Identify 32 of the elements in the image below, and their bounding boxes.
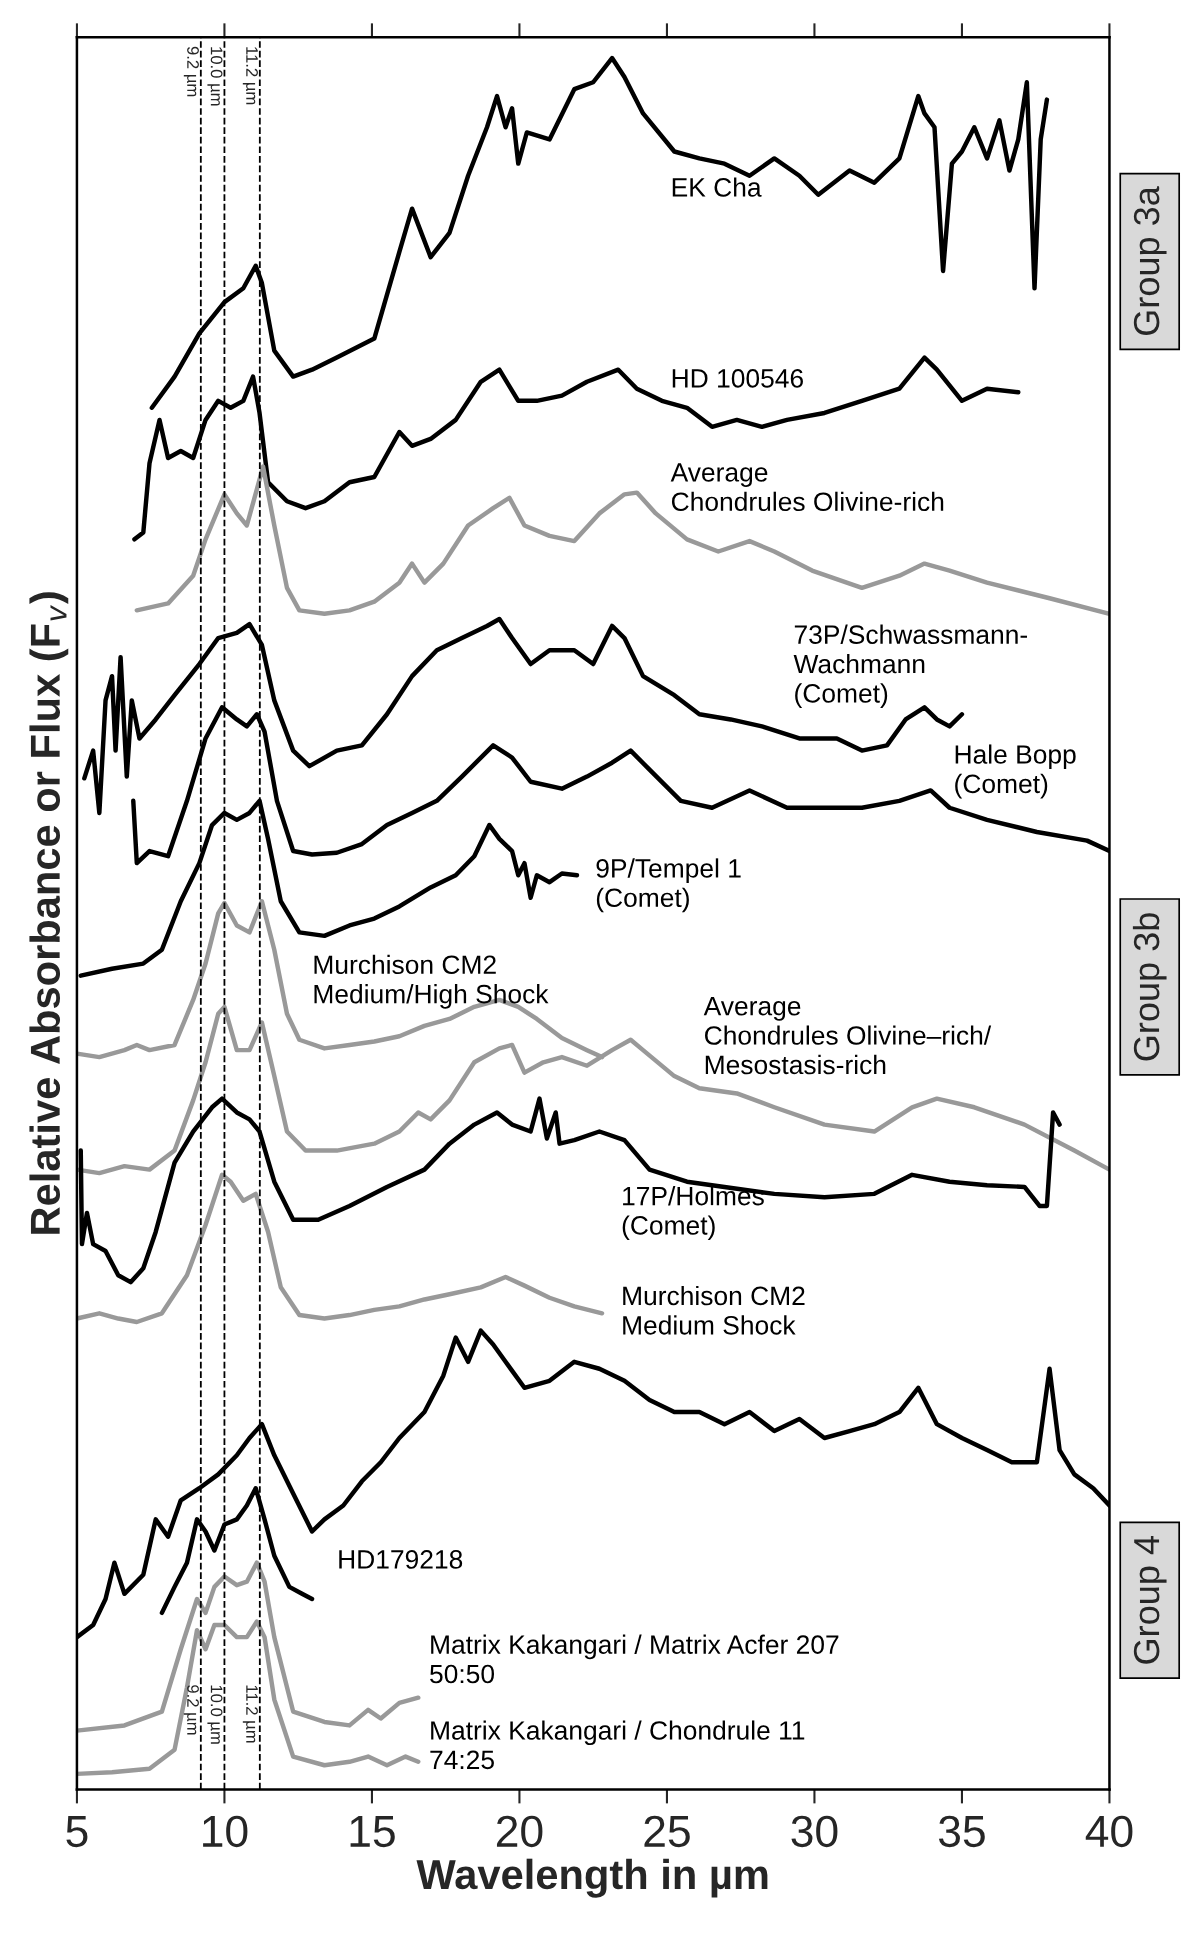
ref-line-label: 10.0 µm bbox=[207, 47, 223, 106]
series-label: HD179218 bbox=[339, 1550, 463, 1569]
series-label: Average Chondrules Olivine–rich/ Mesostasis-rich bbox=[703, 997, 992, 1075]
series-label: EK Cha bbox=[672, 177, 762, 197]
text: Group 3a bbox=[1133, 186, 1167, 335]
text: Group 4 bbox=[1133, 1536, 1167, 1664]
x-tick-label: 10 bbox=[203, 1815, 248, 1848]
ref-line-label: 11.2 µm bbox=[242, 47, 258, 105]
series-label: Matrix Kakangari / Matrix Acfer 207 50:50 bbox=[430, 1634, 839, 1684]
text: Group 3b bbox=[1132, 913, 1167, 1061]
x-tick-label: 5 bbox=[66, 1816, 88, 1848]
series-label: Matrix Kakangari / Chondrule 11 74:25 bbox=[430, 1720, 805, 1770]
series-label: HD 100546 bbox=[672, 369, 803, 388]
x-tick-label: 20 bbox=[496, 1815, 543, 1848]
x-tick-label: 30 bbox=[791, 1815, 838, 1848]
x-tick-label: 25 bbox=[644, 1815, 690, 1848]
text: 11.2 µm bbox=[242, 1685, 258, 1743]
series-label: 73P/Schwassmann- Wachmann (Comet) bbox=[793, 624, 1027, 708]
x-tick-label: 35 bbox=[938, 1815, 985, 1848]
series-label: 17P/Holmes (Comet) bbox=[622, 1186, 764, 1240]
series-label: Hale Bopp (Comet) bbox=[955, 744, 1076, 799]
series-label: Murchison CM2 Medium Shock bbox=[623, 1285, 805, 1335]
y-axis-title: Relative Absorbance or Flux (F$_{v}$) bbox=[29, 592, 69, 1234]
series-label: 9P/Tempel 1 (Comet) bbox=[596, 858, 741, 913]
x-tick-label: 15 bbox=[350, 1816, 395, 1848]
x-tick-label: 40 bbox=[1085, 1815, 1133, 1848]
text: 10.0 µm bbox=[207, 1685, 223, 1744]
series-label: Average Chondrules Olivine-rich bbox=[670, 463, 944, 512]
text: 9.2 µm bbox=[183, 1685, 199, 1735]
series-label: Murchison CM2 Medium/High Shock bbox=[314, 954, 549, 1009]
ref-line-label: 9.2 µm bbox=[183, 46, 199, 97]
x-axis-title: Wavelength in µm bbox=[416, 1858, 768, 1898]
